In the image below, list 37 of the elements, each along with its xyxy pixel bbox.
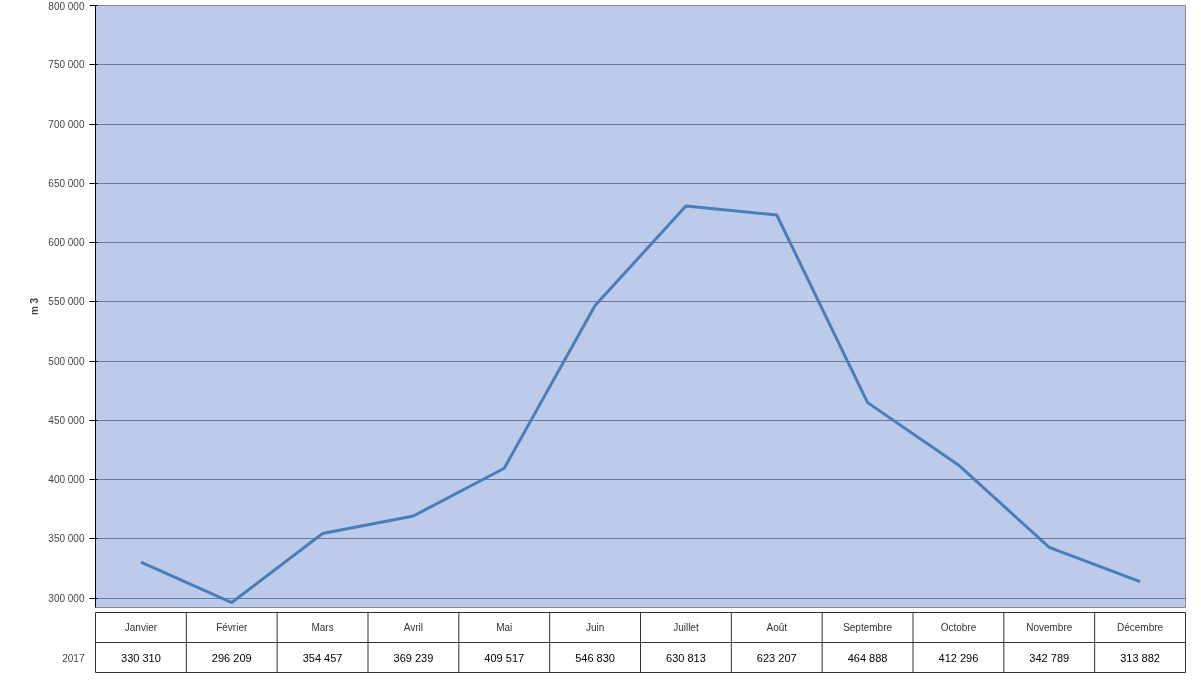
x-tick-label: Décembre [1117,622,1164,633]
text: 2017 [62,652,85,664]
x-tick-label: Février [216,622,248,633]
y-tick-label: 800 000 [48,0,85,12]
x-tick-label: Mai [496,622,513,633]
y-tick-label: 500 000 [48,355,85,367]
x-tick-label: Mars [311,622,334,633]
data-label: 409 517 [484,651,525,664]
y-tick-label: 600 000 [48,237,85,249]
x-tick-label: Août [766,622,788,633]
data-label: 412 296 [938,651,979,664]
y-axis-title: m 3 [29,297,41,316]
x-tick-label: Avril [403,622,424,633]
y-tick-label: 400 000 [48,474,85,486]
x-tick-label: Janvier [124,622,158,633]
data-label: 623 207 [756,651,797,664]
y-tick-label: 750 000 [48,59,85,71]
data-label: 369 239 [393,651,434,664]
y-tick-label: 300 000 [48,592,85,604]
x-tick-label: Septembre [843,622,893,633]
data-label: 330 310 [121,651,161,664]
data-label: 630 813 [666,651,706,664]
x-tick-label: Juin [585,622,605,633]
x-tick-label: Novembre [1026,622,1073,633]
data-label: 354 457 [302,651,343,664]
y-tick-label: 650 000 [48,177,85,189]
y-tick-label: 550 000 [48,296,85,308]
data-label: 464 888 [847,651,888,664]
data-label: 296 209 [211,651,252,664]
y-tick-label: 350 000 [48,533,85,545]
y-tick-label: 450 000 [48,414,85,426]
data-label: 342 789 [1029,651,1070,664]
y-tick-label: 700 000 [48,118,85,130]
x-tick-label: Juillet [673,622,699,633]
x-tick-label: Octobre [940,622,977,633]
data-label: 546 830 [575,651,615,664]
data-label: 313 882 [1120,651,1160,664]
